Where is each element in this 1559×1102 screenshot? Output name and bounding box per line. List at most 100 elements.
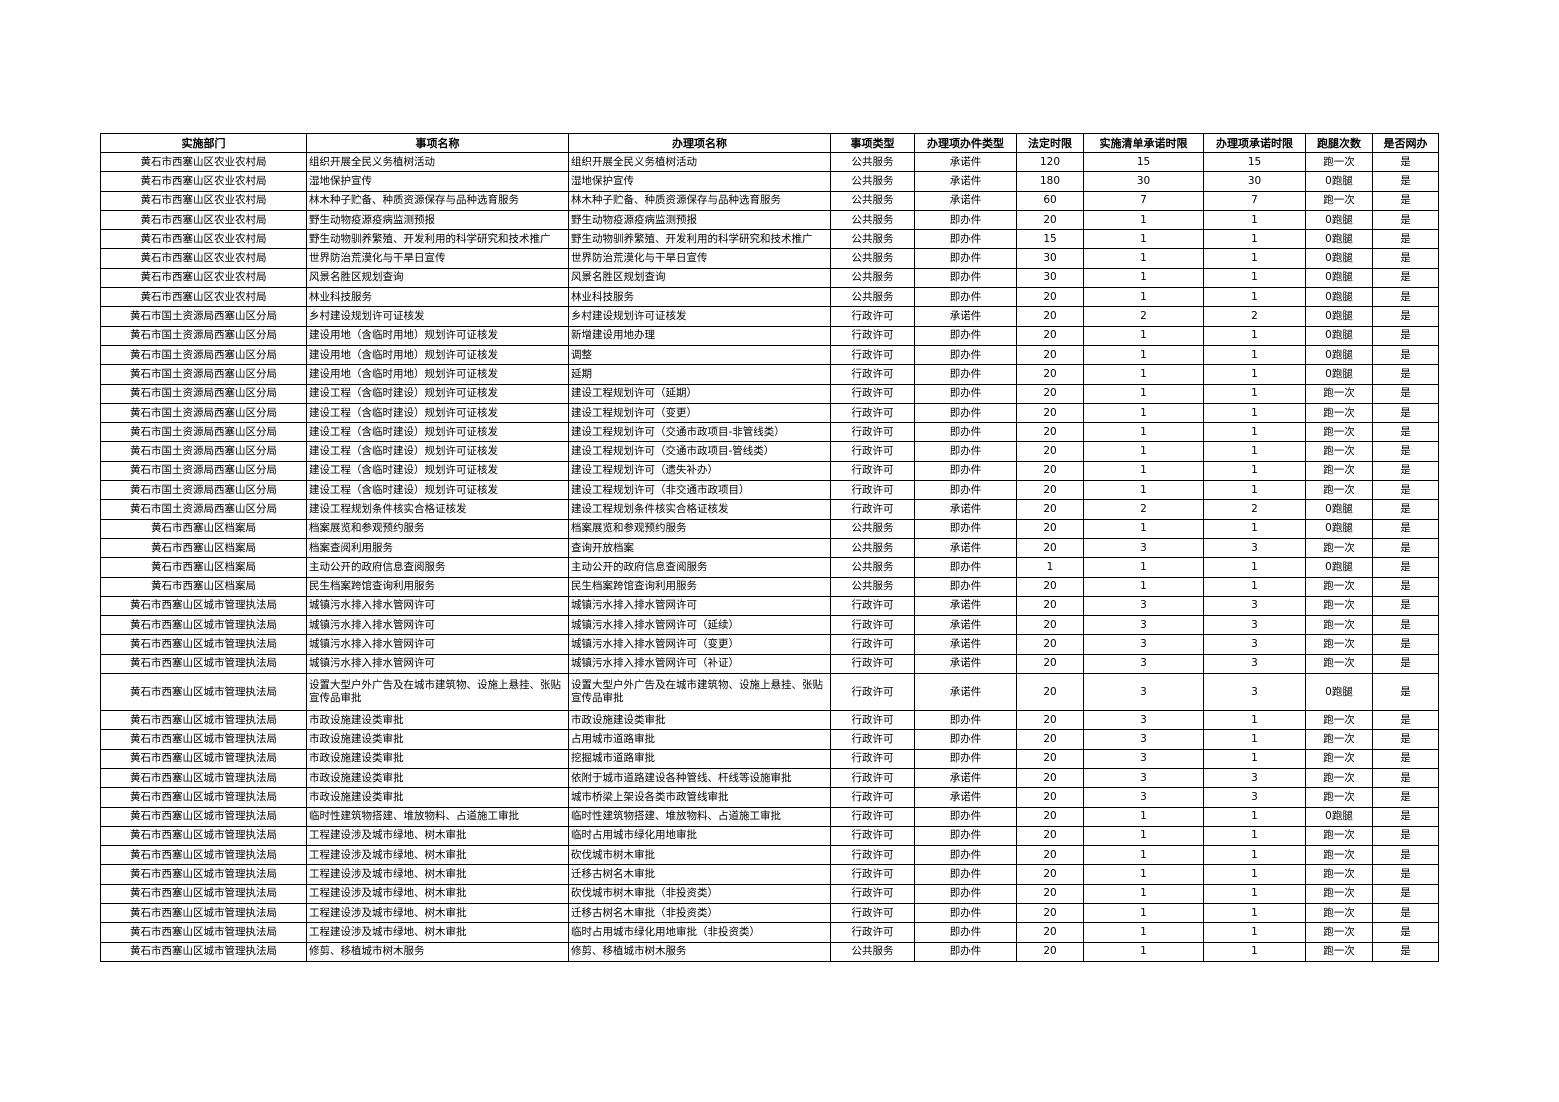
cell-visit-count: 0跑腿	[1305, 287, 1373, 308]
cell-item-name: 工程建设涉及城市绿地、树木审批	[306, 825, 569, 847]
cell-item-type: 行政许可	[830, 402, 915, 424]
cell-list-promised-limit: 1	[1083, 902, 1204, 924]
cell-item-promised-limit: 1	[1203, 209, 1306, 231]
cell-department: 黄石市国土资源局西塞山区分局	[100, 402, 307, 424]
cell-department: 黄石市西塞山区档案局	[100, 537, 307, 559]
cell-visit-count: 跑一次	[1305, 710, 1373, 731]
cell-visit-count: 0跑腿	[1305, 499, 1373, 520]
cell-item-type: 行政许可	[830, 883, 915, 904]
cell-department: 黄石市国土资源局西塞山区分局	[100, 383, 307, 404]
cell-item-type: 行政许可	[830, 787, 915, 808]
cell-handling-item-name: 建设工程规划许可（非交通市政项目）	[568, 480, 831, 501]
cell-handling-type: 即办件	[914, 729, 1017, 750]
cell-item-type: 行政许可	[830, 806, 915, 827]
cell-item-name: 建设工程（含临时建设）规划许可证核发	[306, 422, 569, 443]
cell-item-promised-limit: 1	[1203, 806, 1306, 827]
table-row: 黄石市西塞山区城市管理执法局 工程建设涉及城市绿地、树木审批 临时占用城市绿化用地审…	[100, 825, 1439, 847]
cell-visit-count: 0跑腿	[1305, 306, 1373, 327]
cell-legal-time-limit: 15	[1016, 229, 1084, 250]
cell-department: 黄石市西塞山区农业农村局	[100, 229, 307, 250]
cell-handling-item-name: 林木种子贮备、种质资源保存与品种选育服务	[568, 190, 831, 211]
cell-list-promised-limit: 1	[1083, 922, 1204, 943]
cell-item-name: 野生动物驯养繁殖、开发利用的科学研究和技术推广	[306, 229, 569, 250]
cell-item-name: 林业科技服务	[306, 287, 569, 308]
table-row: 黄石市国土资源局西塞山区分局 乡村建设规划许可证核发 乡村建设规划许可证核发 行政许可…	[100, 306, 1439, 327]
cell-online-handling: 是	[1372, 653, 1439, 675]
cell-online-handling: 是	[1372, 402, 1439, 424]
cell-item-name: 工程建设涉及城市绿地、树木审批	[306, 922, 569, 943]
cell-department: 黄石市西塞山区城市管理执法局	[100, 787, 307, 808]
service-items-table: 实施部门 事项名称 办理项名称 事项类型 办理项办件类型 法定时限 实施清单承诺时限 办理项承…	[100, 133, 1439, 962]
cell-legal-time-limit: 20	[1016, 344, 1084, 366]
table-row: 黄石市国土资源局西塞山区分局 建设工程（含临时建设）规划许可证核发 建设工程规划许可…	[100, 422, 1439, 443]
table-row: 黄石市国土资源局西塞山区分局 建设工程（含临时建设）规划许可证核发 建设工程规划许可…	[100, 480, 1439, 501]
cell-legal-time-limit: 20	[1016, 673, 1084, 712]
cell-item-type: 行政许可	[830, 499, 915, 520]
cell-legal-time-limit: 20	[1016, 576, 1084, 597]
cell-visit-count: 0跑腿	[1305, 557, 1373, 578]
cell-item-name: 建设工程（含临时建设）规划许可证核发	[306, 402, 569, 424]
cell-legal-time-limit: 20	[1016, 729, 1084, 750]
cell-online-handling: 是	[1372, 806, 1439, 827]
cell-item-type: 行政许可	[830, 864, 915, 885]
table-row: 黄石市国土资源局西塞山区分局 建设工程（含临时建设）规划许可证核发 建设工程规划许可…	[100, 441, 1439, 462]
cell-department: 黄石市西塞山区农业农村局	[100, 209, 307, 231]
cell-department: 黄石市国土资源局西塞山区分局	[100, 344, 307, 366]
cell-legal-time-limit: 20	[1016, 383, 1084, 404]
cell-item-type: 行政许可	[830, 595, 915, 617]
cell-legal-time-limit: 20	[1016, 825, 1084, 847]
cell-item-name: 市政设施建设类审批	[306, 710, 569, 731]
cell-handling-item-name: 临时性建筑物搭建、堆放物料、占道施工审批	[568, 806, 831, 827]
cell-item-name: 临时性建筑物搭建、堆放物料、占道施工审批	[306, 806, 569, 827]
table-row: 黄石市西塞山区城市管理执法局 城镇污水排入排水管网许可 城镇污水排入排水管网许可（补…	[100, 653, 1439, 675]
cell-item-name: 建设工程（含临时建设）规划许可证核发	[306, 480, 569, 501]
cell-visit-count: 0跑腿	[1305, 171, 1373, 192]
cell-handling-type: 承诺件	[914, 595, 1017, 617]
cell-item-name: 建设用地（含临时用地）规划许可证核发	[306, 364, 569, 385]
cell-list-promised-limit: 1	[1083, 229, 1204, 250]
cell-department: 黄石市国土资源局西塞山区分局	[100, 306, 307, 327]
cell-list-promised-limit: 1	[1083, 344, 1204, 366]
cell-handling-type: 承诺件	[914, 615, 1017, 636]
cell-handling-type: 即办件	[914, 364, 1017, 385]
cell-online-handling: 是	[1372, 615, 1439, 636]
cell-list-promised-limit: 1	[1083, 287, 1204, 308]
cell-department: 黄石市西塞山区农业农村局	[100, 287, 307, 308]
cell-visit-count: 跑一次	[1305, 653, 1373, 675]
cell-handling-type: 即办件	[914, 441, 1017, 462]
cell-item-name: 城镇污水排入排水管网许可	[306, 653, 569, 675]
cell-handling-type: 承诺件	[914, 787, 1017, 808]
cell-item-promised-limit: 1	[1203, 922, 1306, 943]
cell-list-promised-limit: 1	[1083, 825, 1204, 847]
cell-item-promised-limit: 1	[1203, 845, 1306, 866]
cell-visit-count: 0跑腿	[1305, 209, 1373, 231]
cell-list-promised-limit: 1	[1083, 557, 1204, 578]
cell-item-promised-limit: 7	[1203, 190, 1306, 211]
cell-department: 黄石市西塞山区农业农村局	[100, 171, 307, 192]
cell-online-handling: 是	[1372, 902, 1439, 924]
cell-handling-item-name: 迁移古树名木审批（非投资类）	[568, 902, 831, 924]
table-row: 黄石市西塞山区城市管理执法局 修剪、移植城市树木服务 修剪、移植城市树木服务 公共服务…	[100, 941, 1439, 962]
cell-item-name: 工程建设涉及城市绿地、树木审批	[306, 902, 569, 924]
cell-online-handling: 是	[1372, 634, 1439, 655]
cell-list-promised-limit: 3	[1083, 595, 1204, 617]
cell-online-handling: 是	[1372, 941, 1439, 962]
cell-legal-time-limit: 20	[1016, 537, 1084, 559]
table-row: 黄石市国土资源局西塞山区分局 建设工程（含临时建设）规划许可证核发 建设工程规划许可…	[100, 460, 1439, 482]
table-row: 黄石市西塞山区档案局 档案查阅利用服务 查询开放档案 公共服务 承诺件 20 3 3 跑一次是	[100, 537, 1439, 559]
cell-online-handling: 是	[1372, 171, 1439, 192]
cell-handling-type: 承诺件	[914, 306, 1017, 327]
header-online-handling: 是否网办	[1372, 133, 1439, 153]
cell-item-name: 建设用地（含临时用地）规划许可证核发	[306, 344, 569, 366]
cell-item-type: 行政许可	[830, 710, 915, 731]
cell-item-promised-limit: 1	[1203, 825, 1306, 847]
cell-list-promised-limit: 3	[1083, 653, 1204, 675]
cell-item-promised-limit: 3	[1203, 595, 1306, 617]
cell-item-type: 公共服务	[830, 518, 915, 539]
cell-item-promised-limit: 15	[1203, 151, 1306, 173]
cell-handling-type: 即办件	[914, 344, 1017, 366]
cell-list-promised-limit: 2	[1083, 306, 1204, 327]
cell-item-type: 行政许可	[830, 902, 915, 924]
cell-handling-item-name: 档案展览和参观预约服务	[568, 518, 831, 539]
cell-list-promised-limit: 3	[1083, 748, 1204, 769]
